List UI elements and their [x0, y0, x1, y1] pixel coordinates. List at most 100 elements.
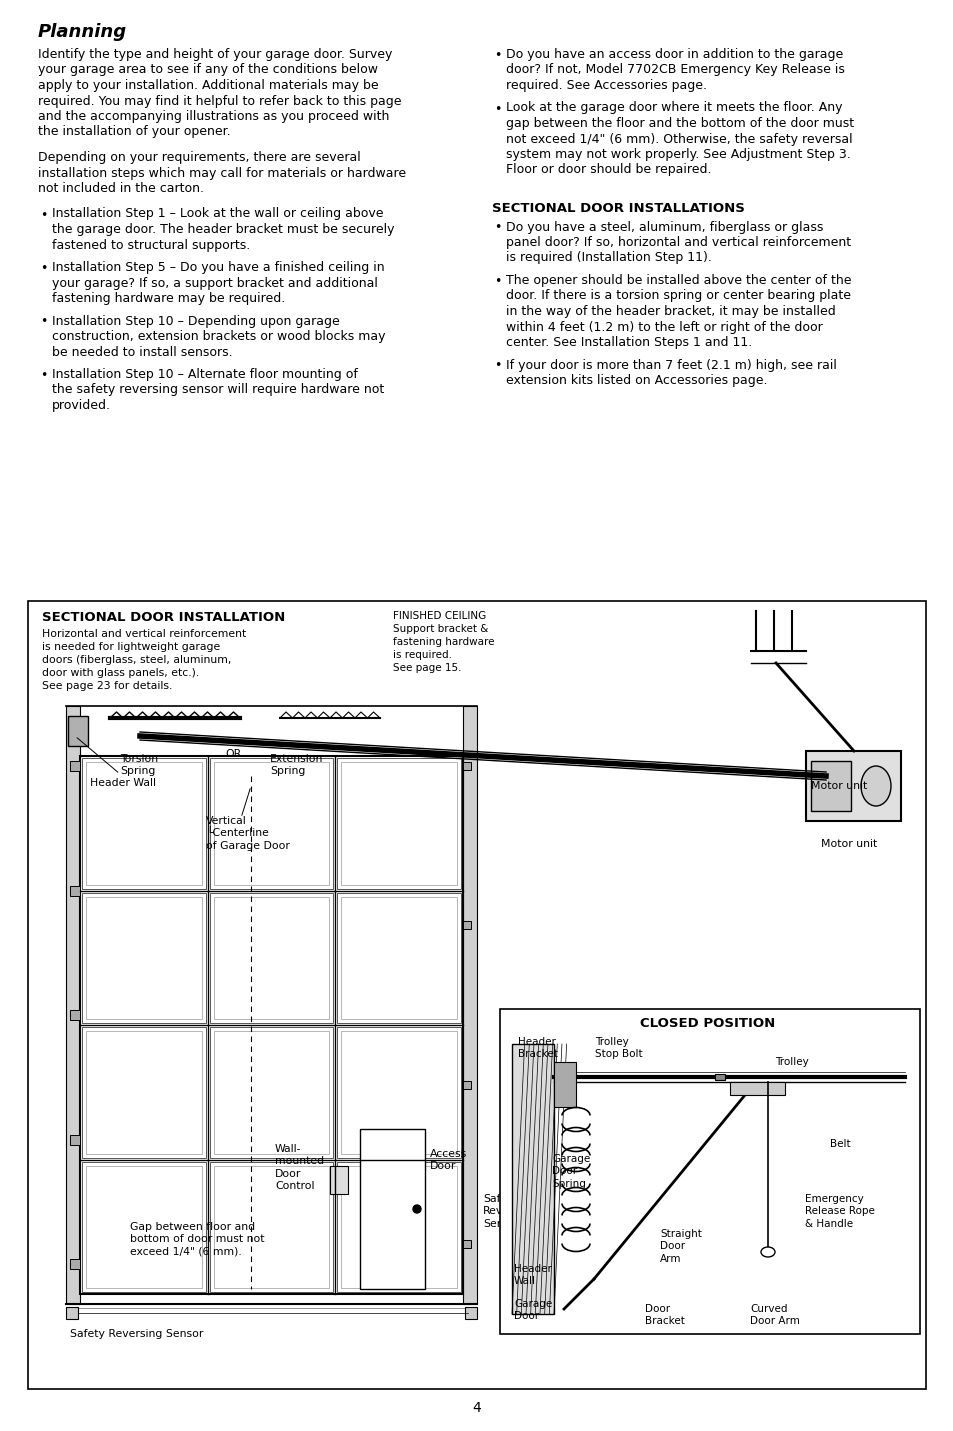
Bar [359, 1129, 424, 1289]
Text: construction, extension brackets or wood blocks may: construction, extension brackets or wood… [52, 331, 385, 343]
Text: Header
Bracket: Header Bracket [517, 1037, 558, 1059]
Bar [82, 893, 206, 1023]
Text: •: • [494, 275, 501, 288]
Bar [70, 1010, 80, 1020]
Text: Belt: Belt [829, 1139, 850, 1149]
Bar [554, 1062, 576, 1108]
Bar [810, 761, 850, 811]
Text: is required (Installation Step 11).: is required (Installation Step 11). [505, 252, 711, 265]
Text: Curved
Door Arm: Curved Door Arm [749, 1304, 799, 1327]
Text: CLOSED POSITION: CLOSED POSITION [639, 1017, 775, 1030]
Text: Torsion
Spring: Torsion Spring [120, 754, 158, 777]
Text: gap between the floor and the bottom of the door must: gap between the floor and the bottom of … [505, 117, 853, 130]
Circle shape [413, 1205, 420, 1213]
Text: Header
Wall: Header Wall [514, 1264, 551, 1286]
Text: installation steps which may call for materials or hardware: installation steps which may call for ma… [38, 166, 406, 179]
Text: SECTIONAL DOOR INSTALLATION: SECTIONAL DOOR INSTALLATION [42, 611, 285, 624]
Text: Installation Step 10 – Alternate floor mounting of: Installation Step 10 – Alternate floor m… [52, 368, 357, 381]
Bar [82, 1027, 206, 1158]
Text: is needed for lightweight garage: is needed for lightweight garage [42, 643, 220, 653]
Bar [341, 1030, 456, 1153]
Text: your garage area to see if any of the conditions below: your garage area to see if any of the co… [38, 63, 377, 76]
Bar [70, 1135, 80, 1145]
Text: Gap between floor and
bottom of door must not
exceed 1/4" (6 mm).: Gap between floor and bottom of door mus… [130, 1222, 264, 1256]
Bar [213, 761, 329, 884]
Text: Installation Step 1 – Look at the wall or ceiling above: Installation Step 1 – Look at the wall o… [52, 207, 383, 220]
Text: extension kits listed on Accessories page.: extension kits listed on Accessories pag… [505, 373, 767, 386]
Text: 4: 4 [472, 1401, 481, 1415]
Text: within 4 feet (1.2 m) to the left or right of the door: within 4 feet (1.2 m) to the left or rig… [505, 321, 821, 333]
Bar [66, 1307, 78, 1319]
Bar [462, 761, 471, 770]
Bar [70, 886, 80, 896]
Text: not included in the carton.: not included in the carton. [38, 182, 204, 195]
Text: fastened to structural supports.: fastened to structural supports. [52, 239, 250, 252]
Text: fastening hardware may be required.: fastening hardware may be required. [52, 292, 285, 305]
Bar [330, 1166, 348, 1193]
Text: See page 15.: See page 15. [393, 663, 461, 673]
Bar [462, 1080, 471, 1089]
Bar [337, 1162, 460, 1292]
Bar [80, 756, 462, 1294]
Bar [86, 1030, 201, 1153]
Text: Installation Step 5 – Do you have a finished ceiling in: Installation Step 5 – Do you have a fini… [52, 260, 384, 273]
Text: Vertical
└Centerline
of Garage Door: Vertical └Centerline of Garage Door [206, 816, 290, 851]
Bar [729, 1082, 784, 1095]
Text: door with glass panels, etc.).: door with glass panels, etc.). [42, 668, 199, 678]
Text: Door
Bracket: Door Bracket [644, 1304, 684, 1327]
Text: See page 23 for details.: See page 23 for details. [42, 681, 172, 691]
Bar [462, 922, 471, 929]
Text: Floor or door should be repaired.: Floor or door should be repaired. [505, 163, 711, 176]
Bar [499, 1009, 919, 1334]
Bar [28, 601, 925, 1390]
Text: required. See Accessories page.: required. See Accessories page. [505, 79, 706, 92]
Text: system may not work properly. See Adjustment Step 3.: system may not work properly. See Adjust… [505, 147, 850, 162]
Text: provided.: provided. [52, 399, 111, 412]
Bar [86, 761, 201, 884]
Bar [210, 893, 333, 1023]
Bar [341, 896, 456, 1019]
Bar [337, 893, 460, 1023]
Text: Do you have an access door in addition to the garage: Do you have an access door in addition t… [505, 49, 842, 62]
Bar [805, 751, 900, 821]
Text: Motor unit: Motor unit [821, 839, 877, 849]
Text: and the accompanying illustrations as you proceed with: and the accompanying illustrations as yo… [38, 110, 389, 123]
Text: the installation of your opener.: the installation of your opener. [38, 126, 231, 139]
Bar [70, 761, 80, 771]
Text: •: • [40, 315, 48, 329]
Text: center. See Installation Steps 1 and 11.: center. See Installation Steps 1 and 11. [505, 336, 752, 349]
Text: Depending on your requirements, there are several: Depending on your requirements, there ar… [38, 152, 360, 165]
Text: Access
Door: Access Door [430, 1149, 467, 1172]
Text: door? If not, Model 7702CB Emergency Key Release is: door? If not, Model 7702CB Emergency Key… [505, 63, 844, 76]
Bar [70, 1259, 80, 1269]
Text: •: • [494, 49, 501, 62]
Bar [714, 1075, 724, 1080]
Text: apply to your installation. Additional materials may be: apply to your installation. Additional m… [38, 79, 378, 92]
Bar [512, 1045, 554, 1314]
Bar [462, 705, 476, 1304]
Text: the garage door. The header bracket must be securely: the garage door. The header bracket must… [52, 223, 395, 236]
Text: Motor unit: Motor unit [810, 781, 866, 791]
Text: FINISHED CEILING: FINISHED CEILING [393, 611, 486, 621]
Text: Garage
Door
Spring: Garage Door Spring [552, 1153, 590, 1189]
Text: Planning: Planning [38, 23, 127, 41]
Text: doors (fiberglass, steel, aluminum,: doors (fiberglass, steel, aluminum, [42, 655, 232, 665]
Text: If your door is more than 7 feet (2.1 m) high, see rail: If your door is more than 7 feet (2.1 m)… [505, 359, 836, 372]
Text: SECTIONAL DOOR INSTALLATIONS: SECTIONAL DOOR INSTALLATIONS [492, 202, 744, 215]
Text: Support bracket &: Support bracket & [393, 624, 488, 634]
Text: Extension
Spring: Extension Spring [270, 754, 323, 777]
Ellipse shape [760, 1246, 774, 1256]
Text: Horizontal and vertical reinforcement: Horizontal and vertical reinforcement [42, 630, 246, 640]
Bar [213, 896, 329, 1019]
Bar [210, 1162, 333, 1292]
Text: Garage
Door: Garage Door [514, 1299, 552, 1321]
Bar [341, 1165, 456, 1288]
Text: fastening hardware: fastening hardware [393, 637, 494, 647]
Text: Trolley: Trolley [774, 1058, 808, 1068]
Text: door. If there is a torsion spring or center bearing plate: door. If there is a torsion spring or ce… [505, 289, 850, 302]
Bar [68, 716, 88, 746]
Text: •: • [494, 103, 501, 116]
Text: required. You may find it helpful to refer back to this page: required. You may find it helpful to ref… [38, 94, 401, 107]
Text: be needed to install sensors.: be needed to install sensors. [52, 345, 233, 359]
Ellipse shape [861, 766, 890, 806]
